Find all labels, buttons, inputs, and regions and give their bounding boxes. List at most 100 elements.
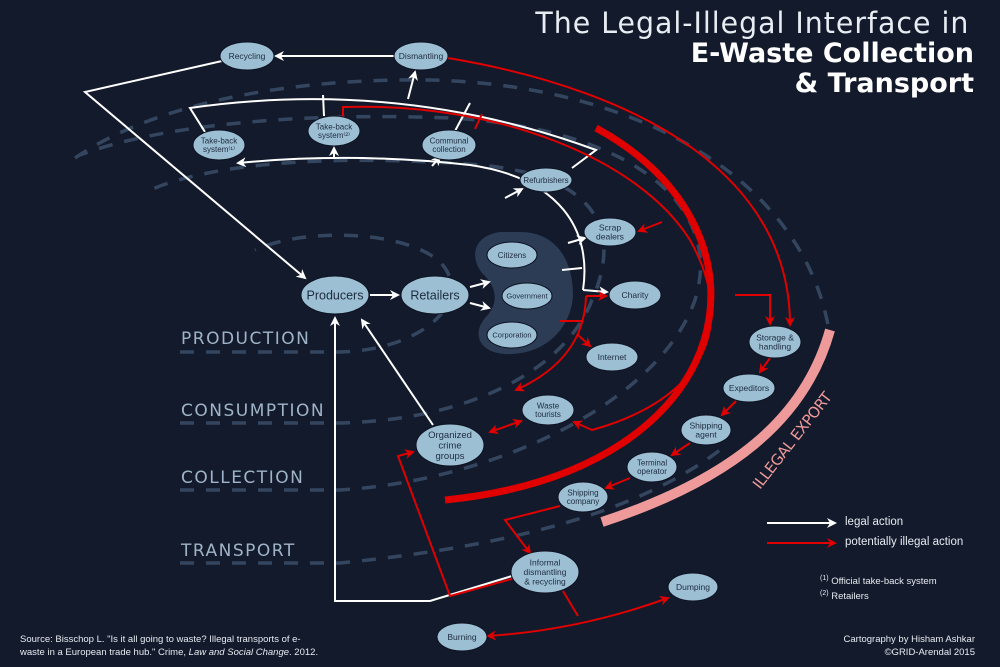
node-shape bbox=[626, 451, 678, 483]
source-citation: Source: Bisschop L. "Is it all going to … bbox=[20, 633, 320, 659]
node-label: Burning bbox=[447, 632, 477, 642]
node-label: collection bbox=[432, 145, 465, 154]
node-label: tourists bbox=[535, 410, 561, 419]
node-label: Storage & bbox=[756, 332, 794, 342]
stage-label-collection: COLLECTION bbox=[181, 468, 305, 488]
production-ring bbox=[180, 233, 454, 354]
node-burning: Burning bbox=[436, 622, 488, 652]
nodes: Recycling DismantlingTake-backsystem⁽¹⁾Ta… bbox=[192, 41, 802, 652]
transport-ring bbox=[180, 448, 722, 565]
node-label: Expeditors bbox=[729, 383, 769, 393]
node-shape bbox=[585, 342, 639, 372]
node-shape bbox=[521, 394, 575, 426]
node-shape bbox=[501, 282, 553, 310]
node-shape bbox=[300, 275, 370, 315]
stage-label-consumption: CONSUMPTION bbox=[181, 401, 326, 421]
node-dumping: Dumping bbox=[667, 572, 719, 602]
node-label: Informal bbox=[530, 558, 561, 568]
node-shape bbox=[486, 321, 538, 349]
node-label: crime bbox=[438, 440, 461, 451]
node-shape bbox=[583, 217, 637, 247]
illegal-boundary-arc bbox=[444, 124, 715, 504]
stage-label-production: PRODUCTION bbox=[181, 329, 311, 349]
node-label: Terminal bbox=[637, 458, 667, 467]
node-label: handling bbox=[759, 342, 791, 352]
node-label: Scrap bbox=[599, 222, 621, 232]
node-label: system⁽¹⁾ bbox=[203, 145, 235, 154]
node-shape bbox=[400, 275, 470, 315]
node-dismantling: Dismantling bbox=[393, 41, 449, 71]
node-shape bbox=[510, 550, 580, 594]
node-label: & recycling bbox=[524, 576, 566, 586]
node-label: Dumping bbox=[676, 582, 710, 592]
node-shape bbox=[415, 423, 485, 467]
node-label: Corporation bbox=[492, 331, 531, 340]
stage-rings bbox=[74, 78, 830, 565]
node-shape bbox=[519, 167, 573, 193]
legal-flows bbox=[82, 51, 609, 602]
node-label: Organized bbox=[428, 430, 472, 441]
node-internet: Internet bbox=[585, 342, 639, 372]
outer-ring bbox=[74, 78, 830, 326]
node-government: Government bbox=[501, 282, 553, 310]
legend-illegal: potentially illegal action bbox=[845, 536, 964, 548]
node-label: system⁽²⁾ bbox=[318, 131, 350, 140]
node-shape bbox=[680, 414, 732, 446]
source-text: Source: Bisschop L. "Is it all going to … bbox=[20, 634, 301, 658]
node-label: Dismantling bbox=[399, 51, 444, 61]
title-line1: The Legal-Illegal Interface in bbox=[535, 6, 970, 40]
title-line2: E-Waste Collection bbox=[690, 38, 974, 69]
node-shape bbox=[307, 115, 361, 147]
footnote-text: Retailers bbox=[831, 591, 869, 603]
node-shape bbox=[722, 373, 776, 403]
source-journal: Law and Social Change bbox=[188, 647, 290, 658]
node-label: Internet bbox=[598, 352, 627, 362]
node-shape bbox=[393, 41, 449, 71]
title-line3: & Transport bbox=[794, 68, 974, 99]
illegal-export-band bbox=[600, 328, 835, 527]
node-label: Producers bbox=[307, 288, 364, 302]
node-corporation: Corporation bbox=[486, 321, 538, 349]
node-label: Waste bbox=[537, 401, 560, 410]
node-label: agent bbox=[695, 430, 717, 440]
node-label: operator bbox=[637, 467, 667, 476]
stage-label-transport: TRANSPORT bbox=[181, 541, 296, 561]
node-producers: Producers bbox=[300, 275, 370, 315]
node-label: Shipping bbox=[567, 488, 598, 497]
footnote-2: (2) Retailers bbox=[820, 590, 869, 602]
node-refurbishers: Refurbishers bbox=[519, 167, 573, 193]
credits: Cartography by Hisham Ashkar ©GRID-Arenda… bbox=[844, 633, 975, 659]
node-label: dismantling bbox=[524, 567, 567, 577]
copyright: ©GRID-Arendal 2015 bbox=[884, 647, 975, 658]
node-charity: Charity bbox=[608, 280, 662, 310]
collection-ring bbox=[79, 114, 703, 492]
node-label: groups bbox=[435, 451, 464, 462]
node-shape bbox=[421, 129, 477, 161]
node-label: Retailers bbox=[410, 288, 459, 302]
footnote-text: Official take-back system bbox=[831, 576, 937, 588]
node-label: Take-back bbox=[316, 122, 353, 131]
node-shape bbox=[219, 41, 275, 71]
node-label: Communal bbox=[430, 136, 469, 145]
footnote-mark: (1) bbox=[820, 575, 829, 582]
consumption-ring bbox=[149, 158, 606, 425]
node-label: Citizens bbox=[498, 251, 526, 260]
node-storage: Storage &handling bbox=[748, 325, 802, 359]
node-label: Refurbishers bbox=[523, 176, 568, 185]
node-retailers: Retailers bbox=[400, 275, 470, 315]
node-shape bbox=[608, 280, 662, 310]
node-label: dealers bbox=[596, 232, 624, 242]
node-shape bbox=[667, 572, 719, 602]
